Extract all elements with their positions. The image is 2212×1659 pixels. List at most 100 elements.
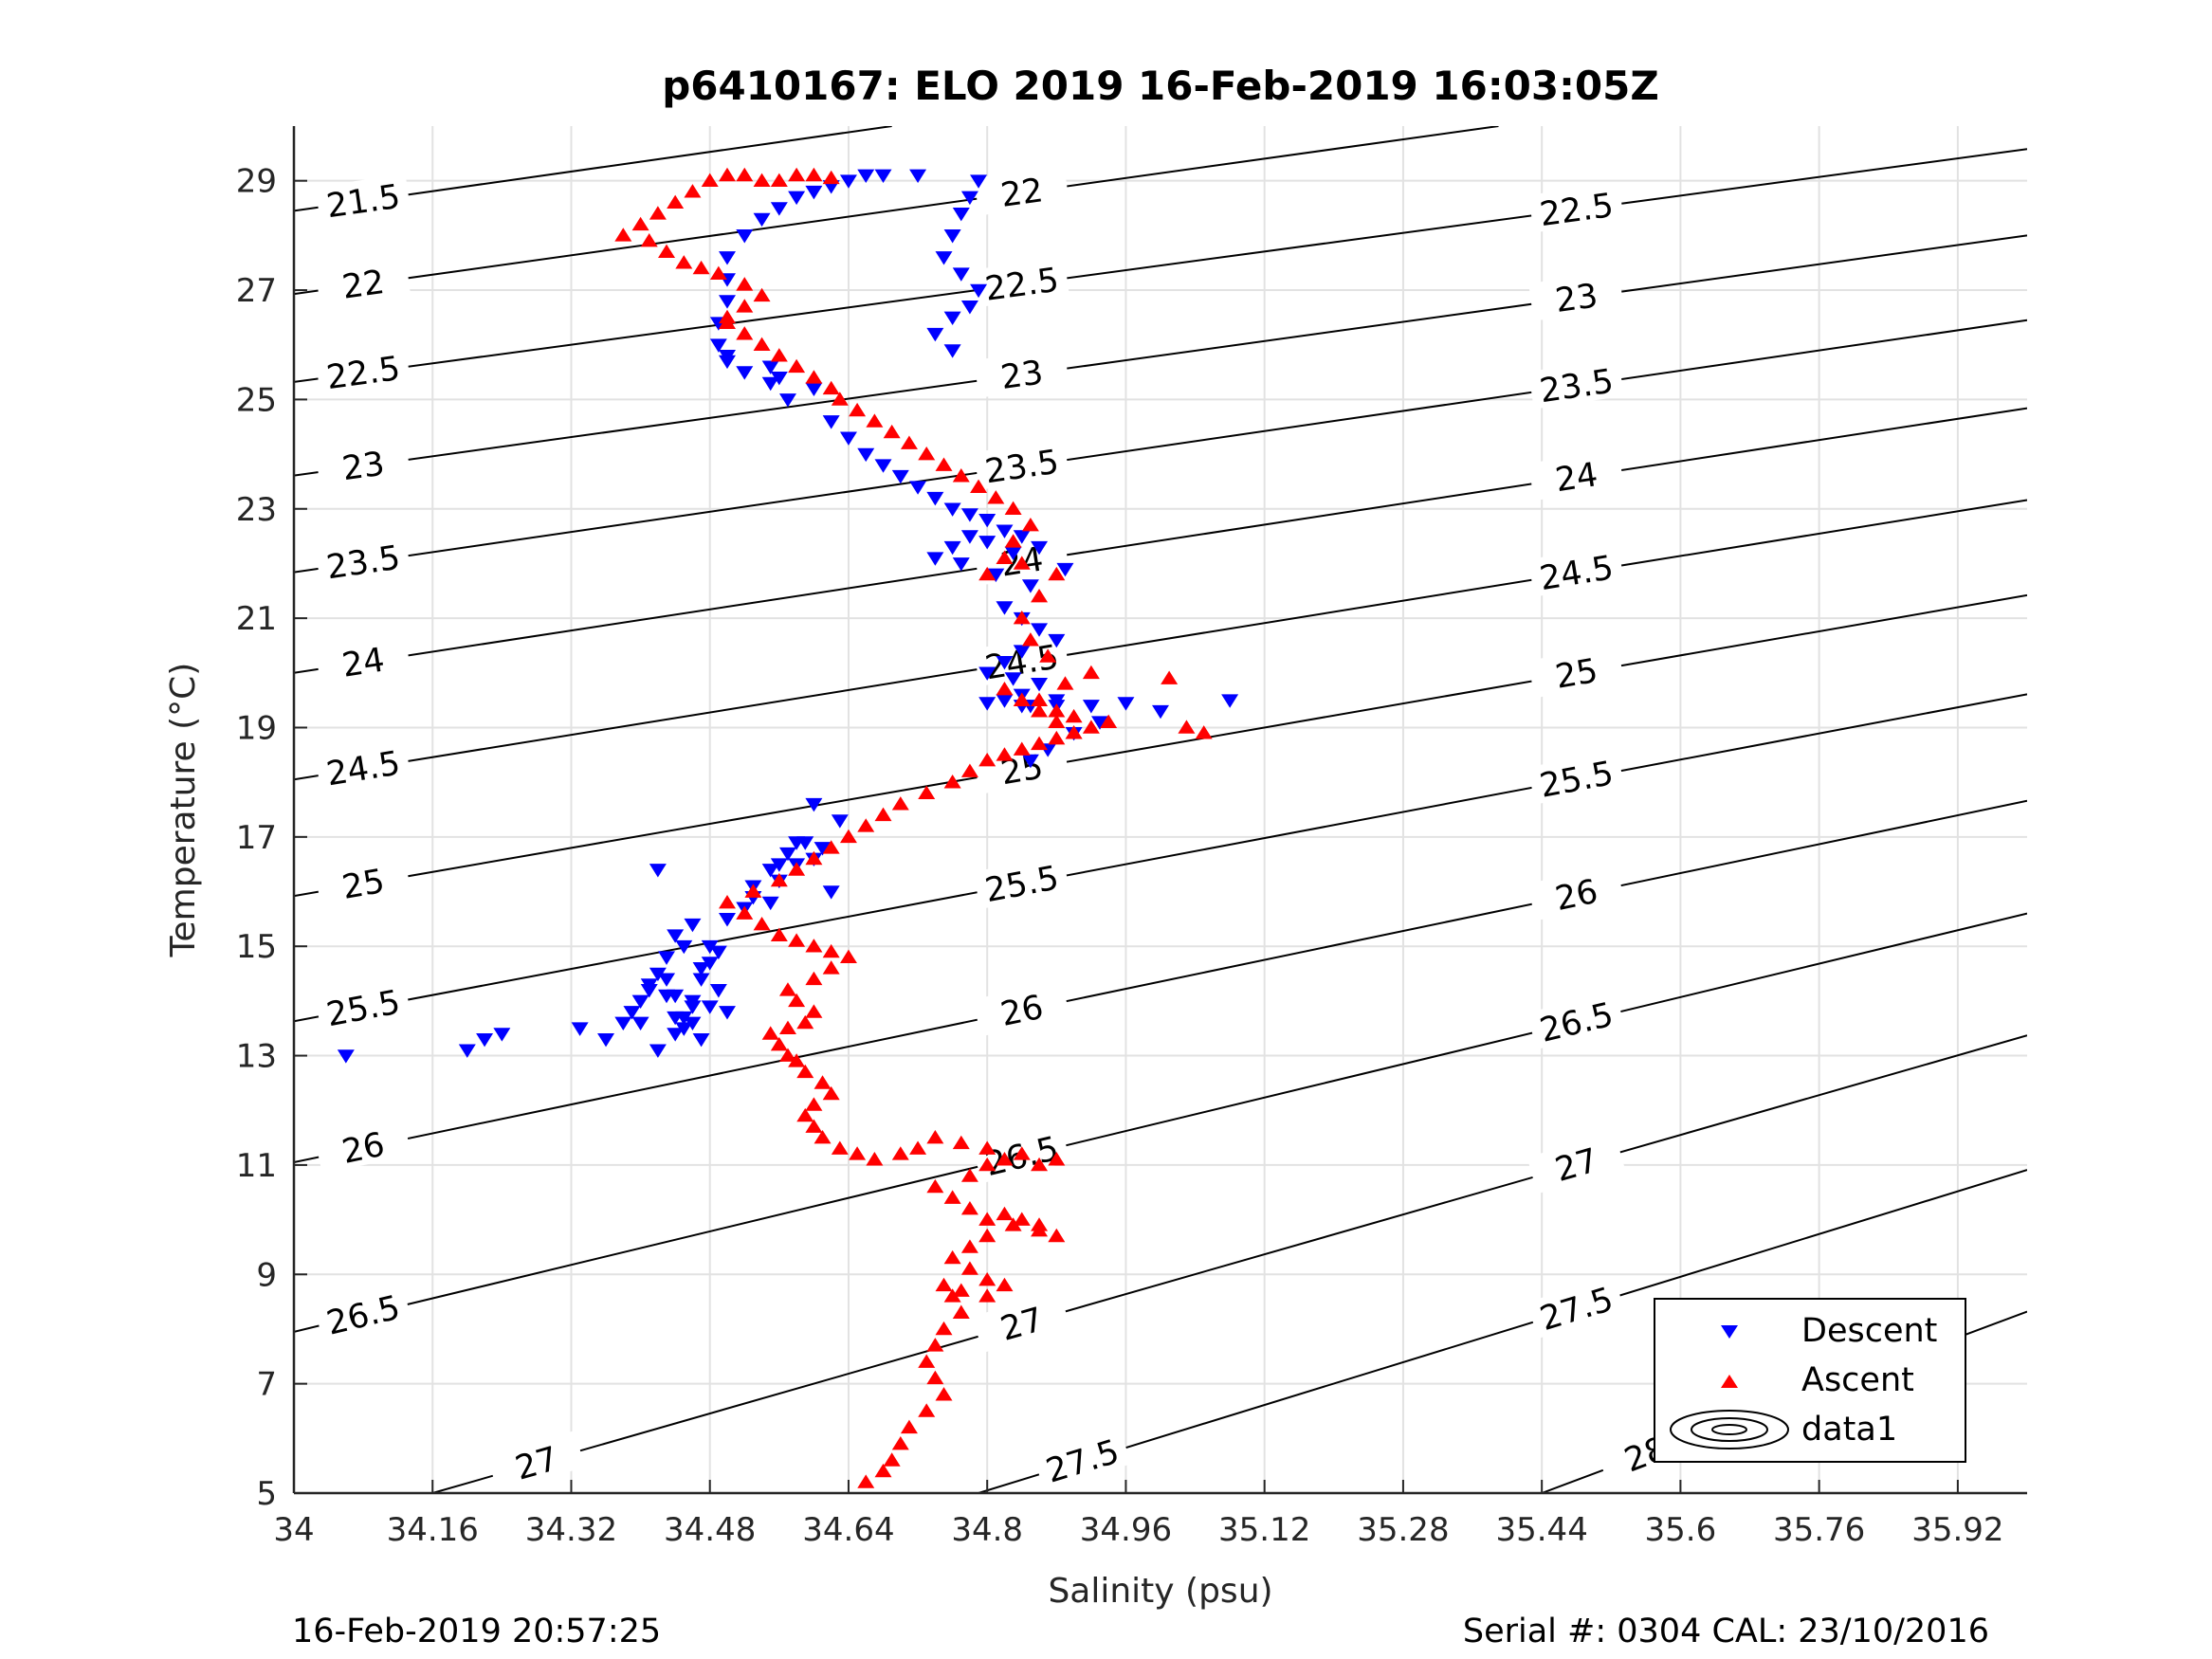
contour-label: 23 <box>339 446 387 489</box>
descent-point <box>926 552 944 566</box>
contour-label: 24 <box>339 641 387 684</box>
ascent-point <box>805 370 823 384</box>
descent-point <box>1082 700 1100 714</box>
y-axis-label: Temperature (°C) <box>164 663 203 958</box>
contour-label-bg <box>315 173 411 225</box>
descent-point <box>761 896 779 911</box>
x-tick-label: 35.76 <box>1773 1511 1865 1549</box>
x-tick-label: 34.32 <box>525 1511 617 1549</box>
contour-label-bg <box>1527 544 1624 597</box>
descent-point <box>831 814 849 829</box>
x-tick-label: 34.64 <box>802 1511 894 1549</box>
ascent-point <box>796 1014 814 1030</box>
descent-point <box>952 267 970 282</box>
contour-label: 26 <box>997 989 1047 1034</box>
y-tick-label: 17 <box>236 819 277 857</box>
ascent-point <box>943 1288 961 1303</box>
descent-point <box>978 666 996 681</box>
ascent-point <box>943 1190 961 1204</box>
ascent-point <box>753 917 771 931</box>
contour-label: 27.5 <box>1042 1433 1124 1491</box>
contour-label-bg <box>1526 1132 1625 1194</box>
contour-label-bg <box>1033 1428 1131 1491</box>
descent-point <box>960 301 978 315</box>
contour-label-bg <box>486 1431 586 1493</box>
density-contour-line <box>294 234 2027 477</box>
y-tick-label: 29 <box>236 163 277 201</box>
contour-label-bg <box>315 634 411 686</box>
x-tick-label: 34.48 <box>664 1511 756 1549</box>
descent-point <box>839 431 857 446</box>
density-contour-line <box>294 499 2027 781</box>
ascent-point <box>978 1288 996 1303</box>
contour-label: 23 <box>998 354 1046 397</box>
descent-point <box>978 536 996 550</box>
contour-label: 25.5 <box>1537 755 1617 806</box>
contour-label-bg <box>1527 750 1625 805</box>
y-tick-label: 21 <box>236 600 277 638</box>
ascent-point <box>778 982 796 996</box>
series-descent <box>337 169 1239 1064</box>
descent-point <box>1013 530 1031 544</box>
ascent-point <box>978 1271 996 1286</box>
ascent-point <box>796 1064 814 1079</box>
legend-descent-marker <box>1721 1325 1738 1339</box>
ascent-point <box>805 167 823 182</box>
ascent-point <box>874 1463 892 1478</box>
ascent-point <box>788 1053 806 1067</box>
descent-point <box>778 393 796 408</box>
ascent-point <box>796 1107 814 1122</box>
ascent-point <box>1031 1157 1049 1172</box>
legend-contour-marker <box>1670 1410 1789 1449</box>
ascent-point <box>926 1338 944 1352</box>
ascent-point <box>822 960 840 975</box>
descent-point <box>667 1028 685 1042</box>
contour-label: 25 <box>339 863 388 907</box>
contour-label-bg <box>973 741 1070 794</box>
ascent-point <box>658 244 676 258</box>
contour-label: 26 <box>1552 873 1601 919</box>
density-contour-line <box>294 319 2027 574</box>
ascent-point <box>649 206 667 220</box>
ascent-point <box>805 1097 823 1111</box>
ascent-point <box>1013 1212 1031 1226</box>
contour-label-bg <box>315 345 411 396</box>
contour-label-bg <box>1528 358 1624 410</box>
descent-point <box>1048 694 1066 708</box>
ascent-point <box>874 807 892 822</box>
contour-label-bg <box>315 855 411 909</box>
descent-point <box>692 973 710 987</box>
ascent-point <box>805 971 823 986</box>
descent-point <box>943 344 961 358</box>
descent-point <box>614 1016 632 1031</box>
ascent-point <box>960 1168 978 1182</box>
descent-point <box>996 601 1014 615</box>
ascent-point <box>822 840 840 854</box>
descent-point <box>943 502 961 517</box>
ascent-point <box>839 949 857 964</box>
legend-descent-label: Descent <box>1801 1312 1937 1350</box>
contour-label: 23 <box>1553 277 1600 320</box>
ascent-point <box>952 1304 970 1319</box>
descent-point <box>701 939 719 955</box>
descent-point <box>631 1016 649 1031</box>
ascent-point <box>857 818 875 832</box>
descent-point <box>658 951 676 965</box>
descent-point <box>761 376 779 392</box>
contour-label-bg <box>1526 1275 1625 1339</box>
contour-label-bg <box>314 1284 412 1342</box>
ascent-point <box>849 1146 867 1160</box>
descent-point <box>571 1022 589 1036</box>
ascent-point <box>1065 725 1083 739</box>
descent-point <box>952 557 970 572</box>
contour-label-bg <box>974 257 1069 307</box>
ascent-point <box>1031 736 1049 751</box>
ascent-point <box>918 1354 936 1368</box>
contour-label: 26 <box>338 1126 388 1172</box>
x-tick-label: 34.96 <box>1080 1511 1172 1549</box>
descent-point <box>1021 579 1039 593</box>
descent-point <box>1056 562 1074 577</box>
descent-point <box>1031 678 1049 692</box>
ascent-point <box>709 265 727 281</box>
